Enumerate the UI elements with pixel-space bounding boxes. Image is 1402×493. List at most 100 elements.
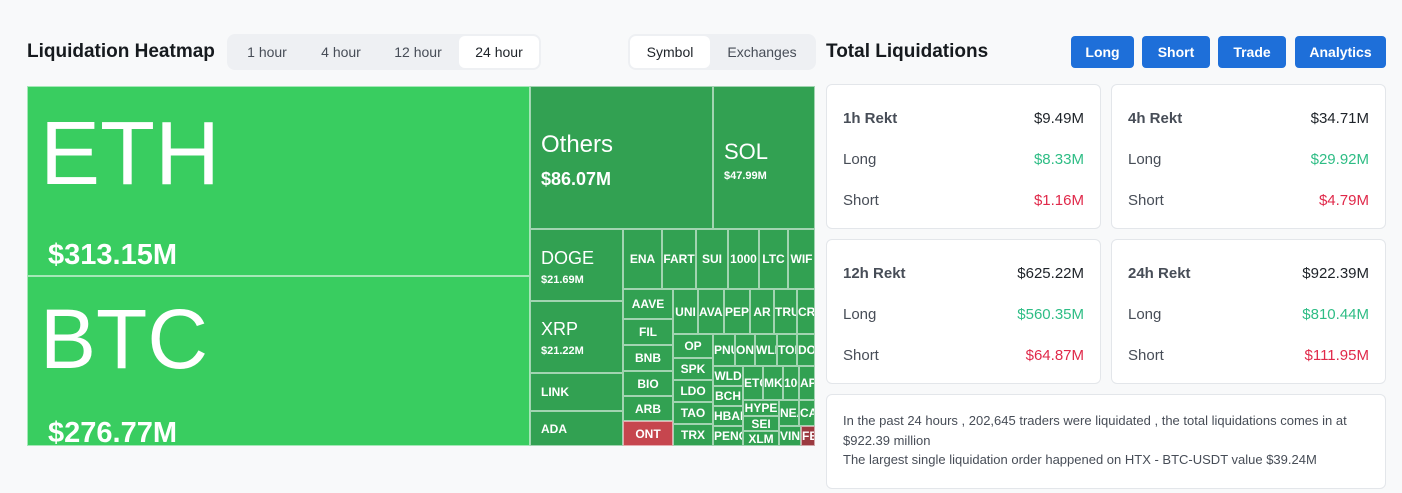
tab-symbol[interactable]: Symbol [630, 36, 710, 68]
tile-hype[interactable]: HYPE [743, 400, 779, 416]
tile-wld-name: WLD [714, 369, 742, 383]
long-value: $29.92M [1310, 151, 1369, 168]
tile-xlm[interactable]: XLM [743, 431, 779, 446]
tile-arb[interactable]: ARB [623, 396, 673, 421]
tile-eth-name: ETH [40, 104, 220, 204]
tile-ena-name: ENA [629, 252, 656, 266]
tile-apt-name: APT [800, 376, 814, 390]
tile-bch[interactable]: BCH [713, 386, 743, 406]
tile-w[interactable]: WLD [755, 334, 777, 366]
tab-12-hour[interactable]: 12 hour [394, 44, 442, 60]
tile-fart-name: FART [663, 252, 695, 266]
tile-fil[interactable]: FIL [623, 319, 673, 345]
tile-bnb[interactable]: BNB [623, 345, 673, 371]
tile-doge[interactable]: DOGE $21.69M [530, 229, 623, 301]
tile-btc[interactable]: BTC $276.77M [27, 276, 530, 446]
tile-cake-name: CAKE [800, 406, 814, 420]
long-value: $560.35M [1017, 306, 1084, 323]
card-total: $625.22M [1017, 265, 1084, 282]
long-value: $8.33M [1033, 151, 1084, 168]
tile-fet-name: FET [802, 429, 814, 443]
tile-mkr-name: MKR [764, 376, 783, 390]
tile-crv[interactable]: CRV [797, 289, 815, 334]
tile-sol[interactable]: SOL $47.99M [713, 86, 815, 229]
short-value: $4.79M [1318, 192, 1369, 209]
tile-uni[interactable]: UNI [673, 289, 698, 334]
tile-btc-value: $276.77M [48, 417, 177, 446]
long-value: $810.44M [1302, 306, 1369, 323]
tile-pnut[interactable]: PNUT [713, 334, 735, 366]
tile-spk[interactable]: SPK [673, 358, 713, 380]
tile-1000-name: 1000 [730, 252, 757, 266]
tile-etc[interactable]: ETC [743, 366, 763, 400]
tile-ltc[interactable]: LTC [759, 229, 788, 289]
tile-mkr[interactable]: MKR [763, 366, 783, 400]
tile-trx[interactable]: TRX [673, 424, 713, 446]
tile-bio[interactable]: BIO [623, 371, 673, 396]
trade-button[interactable]: Trade [1218, 36, 1286, 68]
tile-n1000[interactable]: 1000 [783, 366, 799, 400]
tile-ont[interactable]: ONT [623, 421, 673, 446]
tile-xrp[interactable]: XRP $21.22M [530, 301, 623, 373]
short-value: $64.87M [1025, 347, 1084, 364]
tile-ldo[interactable]: LDO [673, 380, 713, 402]
tile-near[interactable]: NEAR [779, 400, 799, 426]
tile-sui[interactable]: SUI [696, 229, 728, 289]
tile-hbar[interactable]: HBAR [713, 406, 743, 426]
tile-fart[interactable]: FART [662, 229, 696, 289]
tile-eth[interactable]: ETH $313.15M [27, 86, 530, 276]
tile-dot[interactable]: DOT [797, 334, 815, 366]
short-label: Short [1128, 192, 1164, 209]
tile-sei[interactable]: SEI [743, 416, 779, 431]
tile-trump[interactable]: TRUMP [774, 289, 797, 334]
tile-wif[interactable]: WIF [788, 229, 815, 289]
tile-1000[interactable]: 1000 [728, 229, 759, 289]
tile-others-value: $86.07M [541, 169, 612, 189]
tab-exchanges[interactable]: Exchanges [727, 44, 797, 60]
short-value: $1.16M [1033, 192, 1084, 209]
tile-cake[interactable]: CAKE [799, 400, 815, 426]
tile-op[interactable]: OP [673, 334, 713, 358]
view-tabs: Symbol Exchanges [628, 34, 816, 70]
long-button[interactable]: Long [1071, 36, 1134, 68]
tile-hype-name: HYPE [744, 401, 778, 415]
tile-n1000-name: 1000 [784, 376, 798, 390]
card-total: $34.71M [1310, 110, 1369, 127]
tile-aave[interactable]: AAVE [623, 289, 673, 319]
tile-fet[interactable]: FET [801, 426, 815, 446]
tile-others[interactable]: Others $86.07M [530, 86, 713, 229]
tile-tao-name: TAO [680, 406, 706, 420]
tile-wld[interactable]: WLD [713, 366, 743, 386]
tile-etc-name: ETC [744, 376, 762, 390]
tile-pengu[interactable]: PENGU [713, 426, 743, 446]
tile-sui-name: SUI [701, 252, 722, 266]
card-1h-rekt: 1h Rekt $9.49M Long $8.33M Short $1.16M [826, 84, 1101, 229]
tile-ena[interactable]: ENA [623, 229, 662, 289]
tile-sol-name: SOL [724, 139, 769, 164]
tile-ondo[interactable]: ONDO [735, 334, 755, 366]
tile-dot-name: DOT [798, 343, 814, 357]
tile-ltc-name: LTC [762, 252, 785, 266]
tab-1-hour[interactable]: 1 hour [247, 44, 287, 60]
tile-doge-value: $21.69M [541, 274, 584, 286]
tile-avax[interactable]: AVAX [698, 289, 724, 334]
analytics-button[interactable]: Analytics [1295, 36, 1386, 68]
long-label: Long [843, 306, 877, 323]
short-label: Short [1128, 347, 1164, 364]
tab-24-hour[interactable]: 24 hour [459, 36, 539, 68]
tile-ada[interactable]: ADA [530, 411, 623, 446]
tile-ont-name: ONT [635, 426, 661, 441]
short-button[interactable]: Short [1142, 36, 1210, 68]
tile-tao[interactable]: TAO [673, 402, 713, 424]
tile-ar[interactable]: AR [750, 289, 774, 334]
tile-vine[interactable]: VINE [779, 426, 801, 446]
tile-pepe[interactable]: PEPE [724, 289, 750, 334]
tile-uni-name: UNI [675, 304, 696, 319]
tile-fil-name: FIL [639, 325, 657, 339]
tile-apt[interactable]: APT [799, 366, 815, 400]
tile-link[interactable]: LINK [530, 373, 623, 411]
tile-ton[interactable]: TON [777, 334, 797, 366]
long-label: Long [843, 151, 877, 168]
tab-4-hour[interactable]: 4 hour [321, 44, 361, 60]
tile-eth-value: $313.15M [48, 239, 177, 271]
